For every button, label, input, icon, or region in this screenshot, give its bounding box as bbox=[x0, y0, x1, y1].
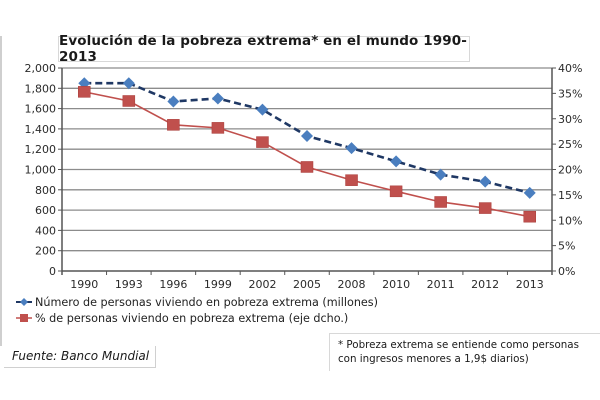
x-tick-label: 2002 bbox=[248, 278, 276, 291]
left-tick-label: 800 bbox=[35, 184, 56, 197]
legend-item-percent: % de personas viviendo en pobreza extrem… bbox=[16, 310, 378, 326]
right-tick-label: 15% bbox=[558, 189, 582, 202]
left-tick-label: 1,800 bbox=[25, 82, 57, 95]
axes bbox=[61, 68, 553, 275]
left-tick-label: 400 bbox=[35, 224, 56, 237]
left-tick-label: 200 bbox=[35, 245, 56, 258]
x-tick-label: 1999 bbox=[204, 278, 232, 291]
data-point-square bbox=[167, 119, 180, 131]
x-tick-label: 1993 bbox=[115, 278, 143, 291]
data-point-diamond bbox=[523, 186, 536, 199]
legend-label-people: Número de personas viviendo en pobreza e… bbox=[35, 295, 378, 309]
right-axis-ticks: 0% 5% 10% 15% 20% 25% 30% 35% 40% bbox=[552, 62, 582, 278]
data-point-square bbox=[345, 174, 358, 186]
right-tick-label: 40% bbox=[558, 62, 582, 75]
right-tick-label: 10% bbox=[558, 214, 582, 227]
data-point-square bbox=[211, 122, 225, 134]
data-point-square bbox=[300, 161, 314, 173]
data-point-square bbox=[256, 136, 269, 148]
data-point-diamond bbox=[301, 130, 313, 143]
x-tick-label: 2012 bbox=[471, 278, 499, 291]
x-tick-label: 2010 bbox=[382, 278, 410, 291]
left-axis-ticks: 0 200 400 600 800 1,000 1,200 1,400 1,600 1,800 2,… bbox=[25, 62, 62, 278]
frame-left-border bbox=[0, 36, 2, 346]
legend-square-icon bbox=[16, 313, 32, 323]
x-tick-label: 2008 bbox=[338, 278, 366, 291]
series-percent bbox=[78, 86, 536, 223]
right-tick-label: 25% bbox=[558, 138, 582, 151]
data-point-diamond bbox=[479, 175, 492, 188]
data-point-diamond bbox=[434, 168, 447, 181]
series-line bbox=[84, 91, 530, 218]
data-point-diamond bbox=[211, 92, 224, 105]
left-tick-label: 600 bbox=[35, 204, 56, 217]
legend: Número de personas viviendo en pobreza e… bbox=[16, 294, 378, 326]
legend-diamond-icon bbox=[16, 297, 32, 307]
x-tick-label: 2011 bbox=[427, 278, 455, 291]
data-point-square bbox=[78, 86, 91, 98]
left-tick-label: 1,600 bbox=[25, 103, 57, 116]
data-point-diamond bbox=[345, 142, 358, 155]
data-point-diamond bbox=[167, 95, 180, 108]
footnote-line-2: con ingresos menores a 1,9$ diarios) bbox=[338, 353, 529, 365]
chart-title: Evolución de la pobreza extrema* en el m… bbox=[58, 33, 470, 65]
x-axis-ticks: 1990 1993 1996 1999 2002 2005 2008 2010 2011 2012… bbox=[61, 271, 553, 291]
right-tick-label: 5% bbox=[558, 240, 575, 253]
source-label: Fuente: Banco Mundial bbox=[4, 346, 156, 368]
series-layer bbox=[78, 77, 536, 223]
x-tick-label: 1990 bbox=[70, 278, 98, 291]
left-tick-label: 1,400 bbox=[25, 123, 57, 136]
legend-item-people: Número de personas viviendo en pobreza e… bbox=[16, 294, 378, 310]
right-tick-label: 20% bbox=[558, 164, 582, 177]
data-point-square bbox=[389, 185, 403, 198]
right-tick-label: 0% bbox=[558, 265, 575, 278]
left-tick-label: 0 bbox=[49, 265, 56, 278]
data-point-square bbox=[434, 196, 447, 208]
x-tick-label: 2005 bbox=[293, 278, 321, 291]
left-tick-label: 1,200 bbox=[25, 143, 57, 156]
legend-label-percent: % de personas viviendo en pobreza extrem… bbox=[35, 311, 349, 325]
data-point-diamond bbox=[122, 77, 135, 90]
data-point-square bbox=[122, 95, 136, 107]
left-tick-label: 2,000 bbox=[25, 62, 57, 75]
data-point-diamond bbox=[256, 103, 269, 116]
gridlines bbox=[62, 67, 552, 252]
x-tick-label: 2013 bbox=[516, 278, 544, 291]
x-tick-label: 1996 bbox=[159, 278, 187, 291]
data-point-diamond bbox=[390, 155, 403, 168]
footnote-box: * Pobreza extrema se entiende como perso… bbox=[329, 333, 600, 371]
right-tick-label: 35% bbox=[558, 87, 582, 100]
left-tick-label: 1,000 bbox=[25, 164, 57, 177]
right-tick-label: 30% bbox=[558, 113, 582, 126]
series-people bbox=[78, 77, 536, 199]
data-point-square bbox=[478, 202, 492, 214]
data-point-square bbox=[523, 210, 536, 223]
footnote-line-1: * Pobreza extrema se entiende como perso… bbox=[338, 339, 579, 351]
